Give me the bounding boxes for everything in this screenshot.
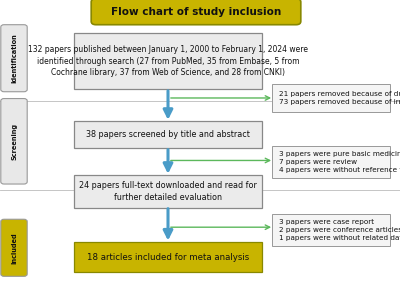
FancyBboxPatch shape — [272, 214, 390, 246]
Text: 3 papers were pure basic medicine research
7 papers were review
4 papers were wi: 3 papers were pure basic medicine resear… — [279, 151, 400, 173]
Text: 18 articles included for meta analysis: 18 articles included for meta analysis — [87, 252, 249, 262]
FancyBboxPatch shape — [272, 84, 390, 112]
Text: Included: Included — [11, 232, 17, 264]
FancyBboxPatch shape — [1, 99, 27, 184]
Text: Screening: Screening — [11, 123, 17, 160]
Text: 38 papers screened by title and abstract: 38 papers screened by title and abstract — [86, 130, 250, 139]
FancyBboxPatch shape — [74, 122, 262, 148]
FancyBboxPatch shape — [74, 175, 262, 208]
FancyBboxPatch shape — [74, 242, 262, 272]
Text: Flow chart of study inclusion: Flow chart of study inclusion — [111, 7, 281, 17]
FancyBboxPatch shape — [272, 145, 390, 178]
Text: 24 papers full-text downloaded and read for
further detailed evaluation: 24 papers full-text downloaded and read … — [79, 181, 257, 202]
Text: 3 papers were case report
2 papers were conference articles
1 papers were withou: 3 papers were case report 2 papers were … — [279, 219, 400, 241]
FancyBboxPatch shape — [74, 33, 262, 89]
FancyBboxPatch shape — [91, 0, 301, 25]
Text: 21 papers removed because of duplicates
73 papers removed because of irrelevant: 21 papers removed because of duplicates … — [279, 91, 400, 105]
Text: Identification: Identification — [11, 33, 17, 83]
FancyBboxPatch shape — [1, 25, 27, 92]
Text: 132 papers published between January 1, 2000 to February 1, 2024 were
identified: 132 papers published between January 1, … — [28, 45, 308, 77]
FancyBboxPatch shape — [1, 219, 27, 276]
